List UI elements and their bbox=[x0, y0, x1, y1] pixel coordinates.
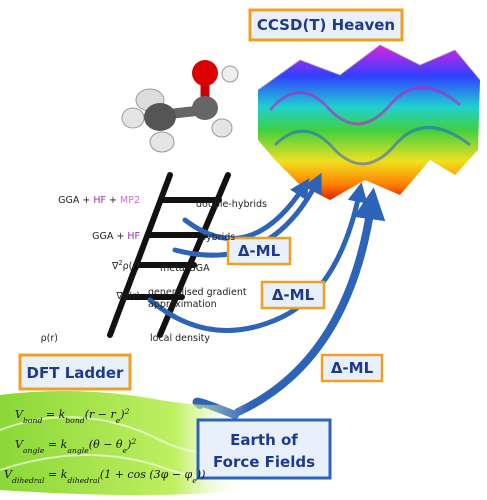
rung-name: local density bbox=[150, 333, 210, 344]
text-part: ρ(r) bbox=[123, 261, 140, 272]
molecule bbox=[121, 60, 239, 153]
heaven-box bbox=[248, 8, 404, 42]
earth-title: Force Fields bbox=[213, 453, 315, 471]
rung-name: approximation bbox=[148, 299, 217, 310]
delta-ml: Δ-ML bbox=[331, 359, 374, 377]
text-part: bond bbox=[65, 416, 85, 425]
text-part: angle bbox=[23, 446, 45, 455]
text-part: dihedral bbox=[67, 476, 100, 485]
equation: Vangle = kangle(θ − θe)2 bbox=[15, 437, 136, 455]
rung-name: hybrids bbox=[200, 232, 235, 243]
ladder-box bbox=[18, 353, 132, 391]
text-part: = k bbox=[44, 468, 67, 481]
text-part: (θ − θ bbox=[89, 438, 123, 451]
rung-name: double-hybrids bbox=[196, 199, 267, 210]
rung-formula: ρ(r) bbox=[41, 333, 58, 344]
text-part: )) bbox=[196, 468, 206, 481]
text-part: e bbox=[116, 416, 121, 425]
text-part: = k bbox=[42, 408, 65, 421]
text-part: 2 bbox=[124, 407, 130, 416]
text-part: ) bbox=[126, 438, 131, 451]
heaven-title: CCSD(T) Heaven bbox=[257, 16, 395, 34]
text-part: ∇ρ(r) bbox=[115, 291, 140, 302]
text-part: GGA + bbox=[58, 195, 93, 206]
text-part: e bbox=[123, 446, 128, 455]
equation: Vbond = kbond(r − re)2 bbox=[15, 407, 130, 425]
texts: CCSD(T) Heaven DFT Ladder Δ-ML Δ-ML Δ-ML Eart… bbox=[4, 16, 395, 485]
delta-box bbox=[320, 353, 384, 383]
text-part: MP2 bbox=[120, 195, 140, 206]
text-part: ∇ bbox=[111, 261, 119, 272]
text-part: = k bbox=[44, 438, 67, 451]
rung-formula: GGA + HF bbox=[92, 231, 140, 242]
text-part: ) bbox=[119, 408, 124, 421]
earth-box bbox=[196, 418, 332, 480]
text-part: V bbox=[15, 408, 24, 421]
rung-formula: ∇ρ(r) bbox=[115, 291, 140, 302]
text-part: angle bbox=[67, 446, 89, 455]
text-part: ρ(r) bbox=[41, 333, 58, 344]
rung-formula: GGA + HF + MP2 bbox=[58, 195, 140, 206]
text-part: HF bbox=[93, 195, 106, 206]
earth-title: Earth of bbox=[230, 431, 298, 449]
boxes bbox=[18, 8, 404, 480]
delta-box bbox=[226, 236, 292, 266]
delta-box bbox=[260, 280, 326, 310]
text-part: V bbox=[4, 468, 13, 481]
text-part: + bbox=[106, 195, 120, 206]
text-part: e bbox=[192, 476, 197, 485]
text-part: 2 bbox=[118, 259, 122, 267]
rung-name: generalised gradient bbox=[148, 287, 247, 298]
text-part: HF bbox=[127, 231, 140, 242]
text-part: (1 + cos (3φ − φ bbox=[100, 468, 193, 481]
delta-ml: Δ-ML bbox=[238, 242, 281, 260]
text-part: V bbox=[15, 438, 24, 451]
text-part: dihedral bbox=[12, 476, 45, 485]
energy-surface bbox=[257, 44, 481, 200]
delta-ml: Δ-ML bbox=[272, 286, 315, 304]
equation: Vdihedral = kdihedral(1 + cos (3φ − φe)) bbox=[4, 468, 205, 485]
text-part: 2 bbox=[130, 437, 136, 446]
text-part: bond bbox=[23, 416, 43, 425]
text-part: (r − r bbox=[85, 408, 117, 421]
rung-name: meta-GGA bbox=[160, 263, 210, 274]
rung-formula: ∇2ρ(r) bbox=[111, 259, 140, 272]
ladder-title: DFT Ladder bbox=[27, 364, 124, 382]
text-part: GGA + bbox=[92, 231, 127, 242]
